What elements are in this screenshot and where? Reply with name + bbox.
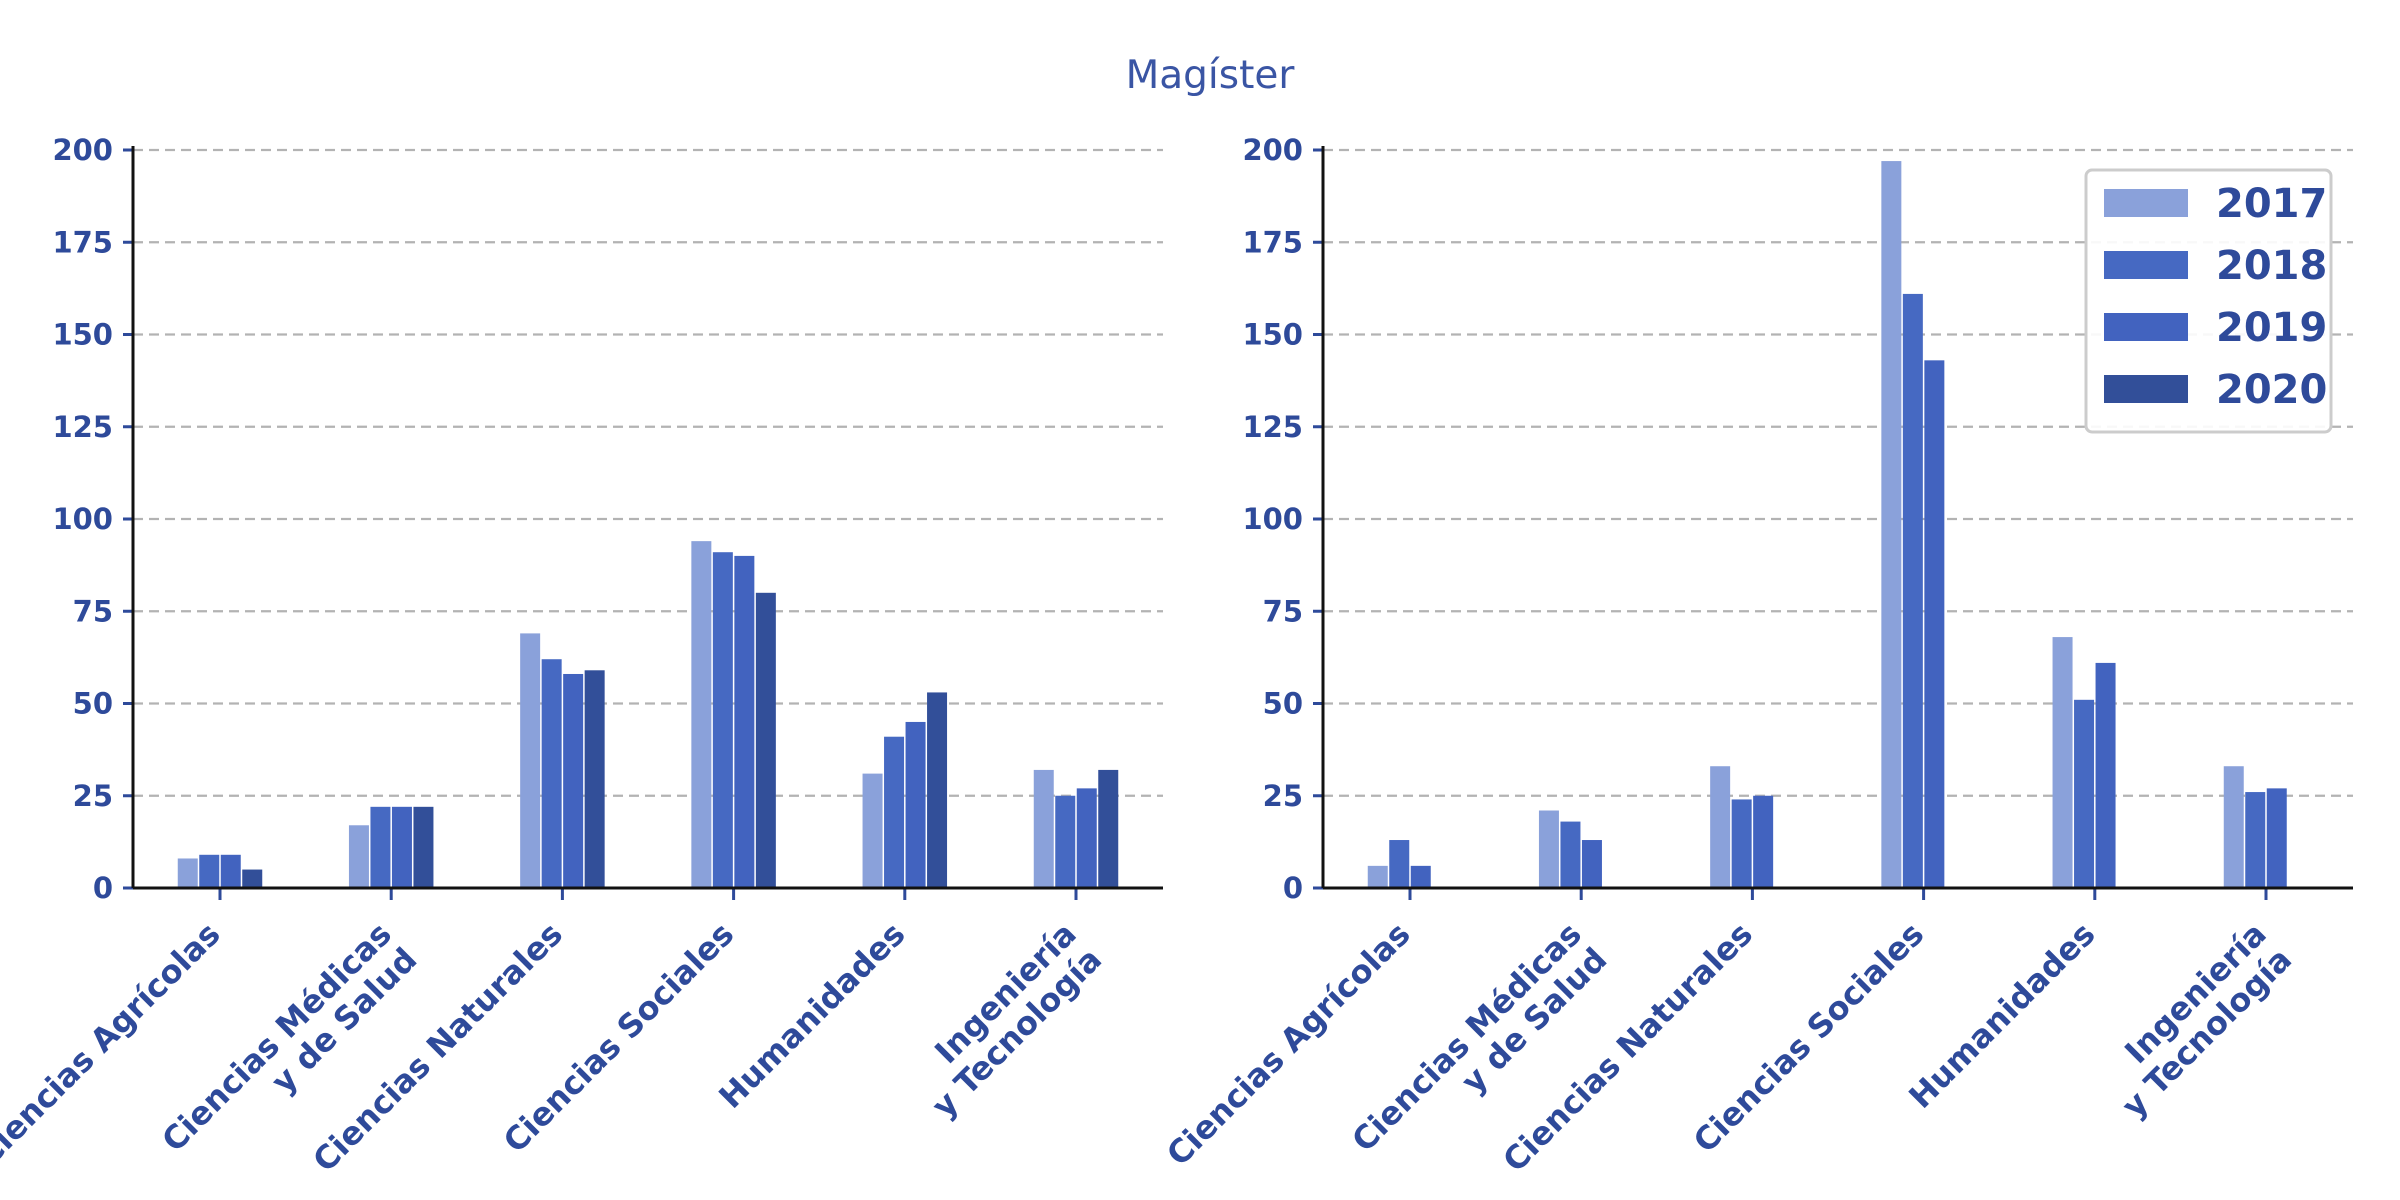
bar-2019-1 [1581, 840, 1602, 888]
legend-box [2084, 168, 2333, 434]
y-tick-label: 25 [73, 779, 113, 813]
bar-2018-5 [2245, 792, 2266, 888]
bar-2020-4 [927, 692, 948, 888]
bar-2017-0 [177, 858, 198, 888]
bar-2019-0 [220, 854, 241, 888]
bar-2017-5 [2223, 766, 2244, 888]
bar-2018-5 [1055, 795, 1076, 888]
bar-2019-5 [2266, 788, 2287, 888]
legend: 2017 2018 2019 2020 [2084, 168, 2333, 434]
bar-2019-2 [1753, 795, 1774, 888]
y-tick-label: 0 [1283, 871, 1303, 905]
bar-2019-2 [563, 673, 584, 888]
bar-2018-4 [884, 736, 905, 888]
bar-2017-3 [1881, 161, 1902, 888]
bar-2017-3 [691, 541, 712, 888]
bar-2018-0 [199, 854, 220, 888]
legend-label: 2018 [2216, 243, 2327, 289]
y-tick-label: 150 [52, 318, 113, 352]
bar-2017-4 [862, 773, 883, 888]
y-tick-label: 25 [1263, 779, 1303, 813]
x-category-label-line: Humanidades [1901, 915, 2102, 1116]
bar-2018-1 [370, 806, 391, 888]
bar-2018-3 [712, 552, 733, 888]
y-tick-label: 200 [1242, 133, 1303, 167]
bar-2020-1 [413, 806, 434, 888]
y-tick-label: 50 [73, 687, 113, 721]
bar-2017-5 [1033, 769, 1054, 888]
bar-2017-2 [520, 633, 541, 888]
bar-2020-3 [755, 592, 776, 888]
bar-2019-4 [2095, 662, 2116, 888]
bar-2018-4 [2074, 699, 2095, 888]
bar-2017-1 [348, 825, 369, 888]
legend-label: 2017 [2216, 181, 2327, 227]
bar-2019-0 [1410, 865, 1431, 888]
legend-swatch [2104, 375, 2188, 403]
bar-2019-1 [391, 806, 412, 888]
bar-2018-3 [1902, 293, 1923, 888]
y-tick-label: 0 [93, 871, 113, 905]
y-tick-label: 175 [52, 225, 113, 259]
bar-2019-4 [905, 721, 926, 888]
bar-2020-2 [584, 670, 605, 888]
bar-2018-2 [541, 659, 562, 888]
legend-label: 2020 [2216, 367, 2327, 413]
bar-2019-3 [1924, 360, 1945, 889]
y-tick-label: 125 [1242, 410, 1303, 444]
bar-2017-0 [1367, 865, 1388, 888]
y-tick-label: 150 [1242, 318, 1303, 352]
bar-2018-2 [1731, 799, 1752, 888]
y-tick-label: 50 [1263, 687, 1303, 721]
y-tick-label: 100 [1242, 502, 1303, 536]
x-category-label: Ingenieríay Tecnología [2089, 915, 2299, 1125]
y-tick-label: 200 [52, 133, 113, 167]
y-tick-label: 75 [73, 594, 113, 628]
bar-2019-5 [1076, 788, 1097, 888]
x-category-label: Humanidades [711, 915, 912, 1116]
bar-2018-1 [1560, 821, 1581, 888]
bar-2020-5 [1098, 769, 1119, 888]
bar-2019-3 [734, 555, 755, 888]
bar-2017-1 [1538, 810, 1559, 888]
bar-2018-0 [1389, 840, 1410, 888]
x-category-label-line: Humanidades [711, 915, 912, 1116]
bar-2017-2 [1710, 766, 1731, 888]
y-tick-label: 75 [1263, 594, 1303, 628]
x-category-label: Ingenieríay Tecnología [899, 915, 1109, 1125]
legend-swatch [2104, 251, 2188, 279]
bar-2020-0 [242, 869, 263, 888]
y-tick-label: 125 [52, 410, 113, 444]
x-category-label: Humanidades [1901, 915, 2102, 1116]
figure-title: Magíster [1126, 53, 1296, 98]
legend-label: 2019 [2216, 305, 2327, 351]
legend-swatch [2104, 313, 2188, 341]
y-tick-label: 100 [52, 502, 113, 536]
legend-swatch [2104, 189, 2188, 217]
bar-2017-4 [2052, 637, 2073, 888]
y-tick-label: 175 [1242, 225, 1303, 259]
